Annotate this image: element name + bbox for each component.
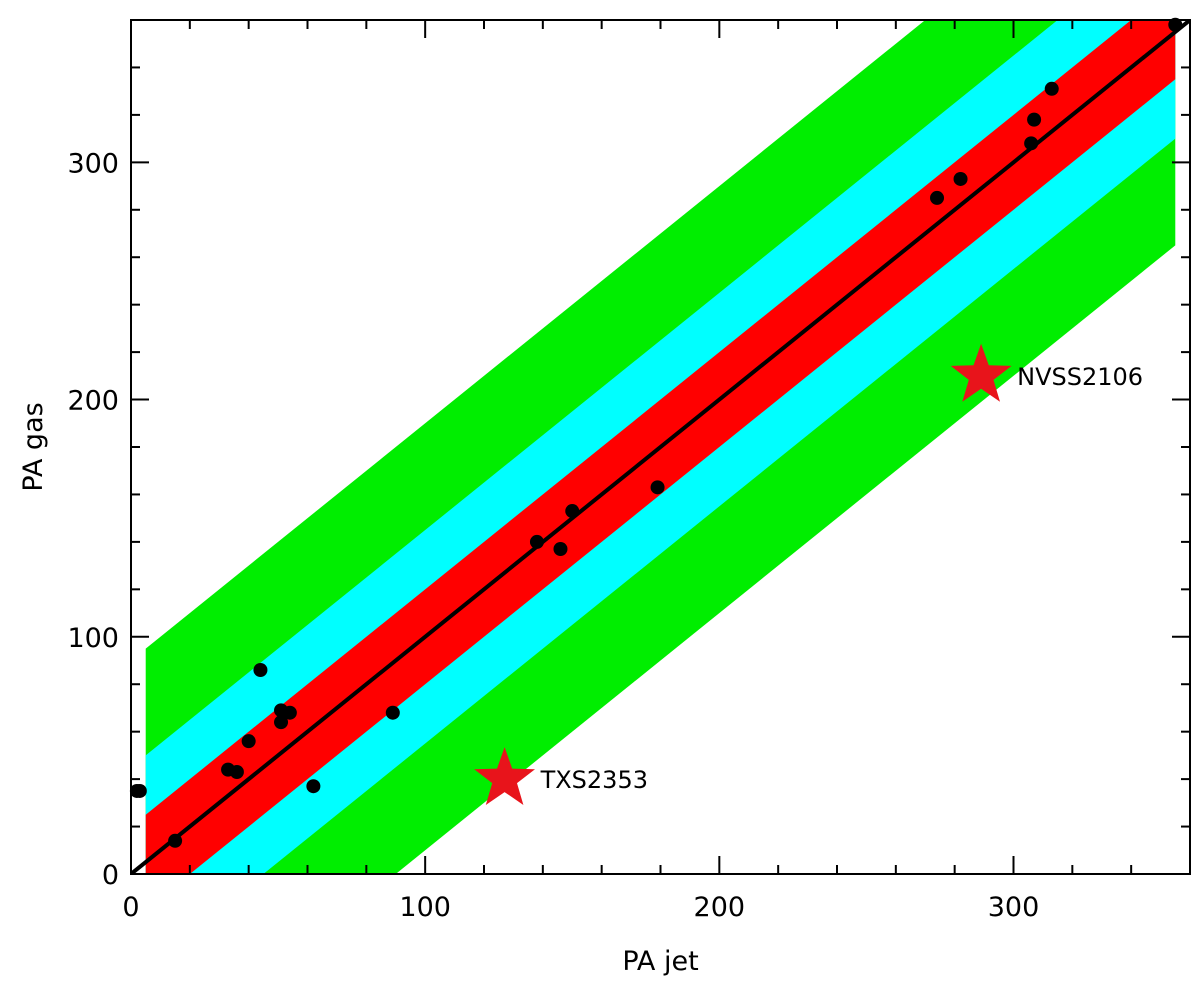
- data-point-14: [565, 504, 580, 519]
- x-axis-title: PA jet: [622, 946, 698, 977]
- data-point-6: [253, 662, 268, 677]
- y-tick-label-200: 200: [67, 386, 119, 417]
- data-point-9: [282, 705, 297, 720]
- y-tick-label-300: 300: [67, 148, 119, 179]
- tick-labels-layer: 0 100 200 300 0 100 200 300: [67, 148, 1039, 923]
- points-layer: [129, 17, 1183, 848]
- x-tick-label-0: 0: [122, 892, 139, 923]
- data-point-20: [1044, 81, 1059, 96]
- x-tick-label-100: 100: [399, 892, 451, 923]
- data-point-1: [132, 783, 147, 798]
- highlight-star-0: [474, 747, 535, 805]
- data-point-5: [241, 734, 256, 749]
- y-tick-label-0: 0: [102, 860, 119, 891]
- data-point-4: [229, 764, 244, 779]
- data-point-21: [1168, 17, 1183, 32]
- ticks-layer: [130, 19, 1191, 875]
- data-point-18: [1024, 136, 1039, 151]
- data-point-15: [650, 480, 665, 495]
- data-point-12: [529, 534, 544, 549]
- x-tick-label-200: 200: [694, 892, 746, 923]
- data-point-10: [306, 779, 321, 794]
- data-point-7: [274, 715, 289, 730]
- data-point-2: [168, 833, 183, 848]
- data-point-17: [953, 171, 968, 186]
- data-point-19: [1027, 112, 1042, 127]
- y-axis-title: PA gas: [18, 402, 49, 491]
- reference-line: [131, 20, 1190, 874]
- y-tick-label-100: 100: [67, 623, 119, 654]
- highlight-label-1: NVSS2106: [1017, 363, 1143, 391]
- reference-line-layer: [131, 20, 1190, 874]
- data-point-11: [385, 705, 400, 720]
- highlight-layer: TXS2353 NVSS2106: [474, 343, 1143, 805]
- highlight-star-1: [950, 343, 1012, 402]
- highlight-label-0: TXS2353: [540, 766, 648, 794]
- data-point-13: [553, 542, 568, 557]
- data-point-16: [930, 190, 945, 205]
- x-tick-label-300: 300: [988, 892, 1040, 923]
